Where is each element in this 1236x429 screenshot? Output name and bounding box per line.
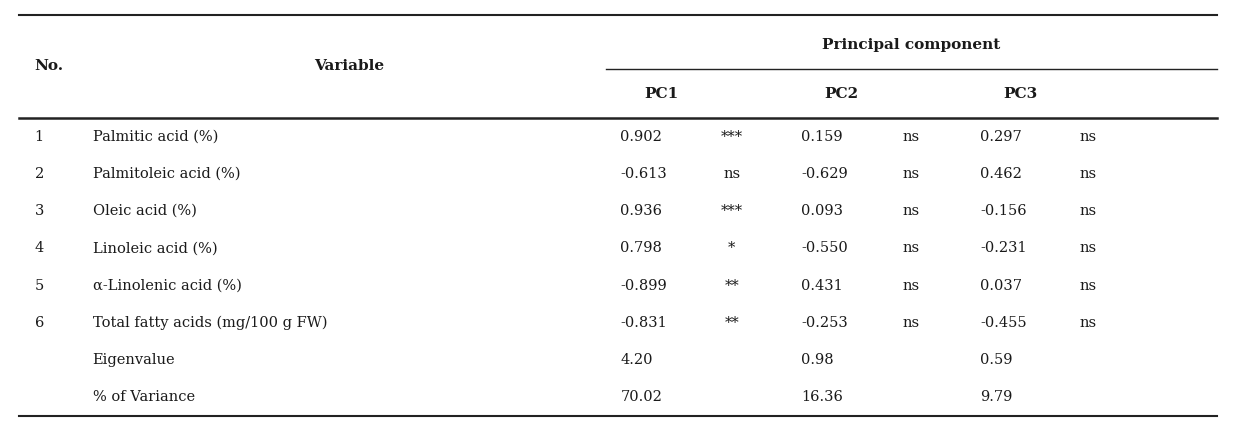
Text: PC1: PC1 <box>644 88 679 101</box>
Text: -0.629: -0.629 <box>801 167 848 181</box>
Text: PC3: PC3 <box>1004 88 1038 101</box>
Text: 0.093: 0.093 <box>801 204 843 218</box>
Text: 0.902: 0.902 <box>620 130 662 144</box>
Text: Variable: Variable <box>314 60 384 73</box>
Text: 4: 4 <box>35 242 43 255</box>
Text: -0.899: -0.899 <box>620 279 667 293</box>
Text: ns: ns <box>902 204 920 218</box>
Text: **: ** <box>724 316 739 330</box>
Text: 0.98: 0.98 <box>801 353 833 367</box>
Text: Palmitic acid (%): Palmitic acid (%) <box>93 130 218 144</box>
Text: 6: 6 <box>35 316 44 330</box>
Text: 9.79: 9.79 <box>980 390 1012 405</box>
Text: ns: ns <box>902 316 920 330</box>
Text: ns: ns <box>902 279 920 293</box>
Text: 0.59: 0.59 <box>980 353 1012 367</box>
Text: 0.462: 0.462 <box>980 167 1022 181</box>
Text: 2: 2 <box>35 167 43 181</box>
Text: ns: ns <box>902 242 920 255</box>
Text: ns: ns <box>902 167 920 181</box>
Text: ns: ns <box>723 167 740 181</box>
Text: 1: 1 <box>35 130 43 144</box>
Text: 0.936: 0.936 <box>620 204 662 218</box>
Text: -0.455: -0.455 <box>980 316 1027 330</box>
Text: ns: ns <box>1079 167 1096 181</box>
Text: *: * <box>728 242 735 255</box>
Text: -0.231: -0.231 <box>980 242 1027 255</box>
Text: 4.20: 4.20 <box>620 353 653 367</box>
Text: -0.550: -0.550 <box>801 242 848 255</box>
Text: ***: *** <box>721 204 743 218</box>
Text: 3: 3 <box>35 204 44 218</box>
Text: 0.297: 0.297 <box>980 130 1022 144</box>
Text: 0.431: 0.431 <box>801 279 843 293</box>
Text: Principal component: Principal component <box>822 38 1001 52</box>
Text: -0.253: -0.253 <box>801 316 848 330</box>
Text: ns: ns <box>1079 316 1096 330</box>
Text: Oleic acid (%): Oleic acid (%) <box>93 204 197 218</box>
Text: No.: No. <box>35 60 64 73</box>
Text: PC2: PC2 <box>824 88 859 101</box>
Text: ns: ns <box>1079 279 1096 293</box>
Text: % of Variance: % of Variance <box>93 390 195 405</box>
Text: 0.159: 0.159 <box>801 130 843 144</box>
Text: 0.037: 0.037 <box>980 279 1022 293</box>
Text: Total fatty acids (mg/100 g FW): Total fatty acids (mg/100 g FW) <box>93 316 328 330</box>
Text: ***: *** <box>721 130 743 144</box>
Text: **: ** <box>724 279 739 293</box>
Text: ns: ns <box>902 130 920 144</box>
Text: Eigenvalue: Eigenvalue <box>93 353 176 367</box>
Text: ns: ns <box>1079 242 1096 255</box>
Text: Linoleic acid (%): Linoleic acid (%) <box>93 242 218 255</box>
Text: α-Linolenic acid (%): α-Linolenic acid (%) <box>93 279 241 293</box>
Text: 16.36: 16.36 <box>801 390 843 405</box>
Text: -0.613: -0.613 <box>620 167 667 181</box>
Text: 5: 5 <box>35 279 43 293</box>
Text: -0.156: -0.156 <box>980 204 1027 218</box>
Text: 70.02: 70.02 <box>620 390 662 405</box>
Text: Palmitoleic acid (%): Palmitoleic acid (%) <box>93 167 240 181</box>
Text: ns: ns <box>1079 130 1096 144</box>
Text: ns: ns <box>1079 204 1096 218</box>
Text: 0.798: 0.798 <box>620 242 662 255</box>
Text: -0.831: -0.831 <box>620 316 667 330</box>
